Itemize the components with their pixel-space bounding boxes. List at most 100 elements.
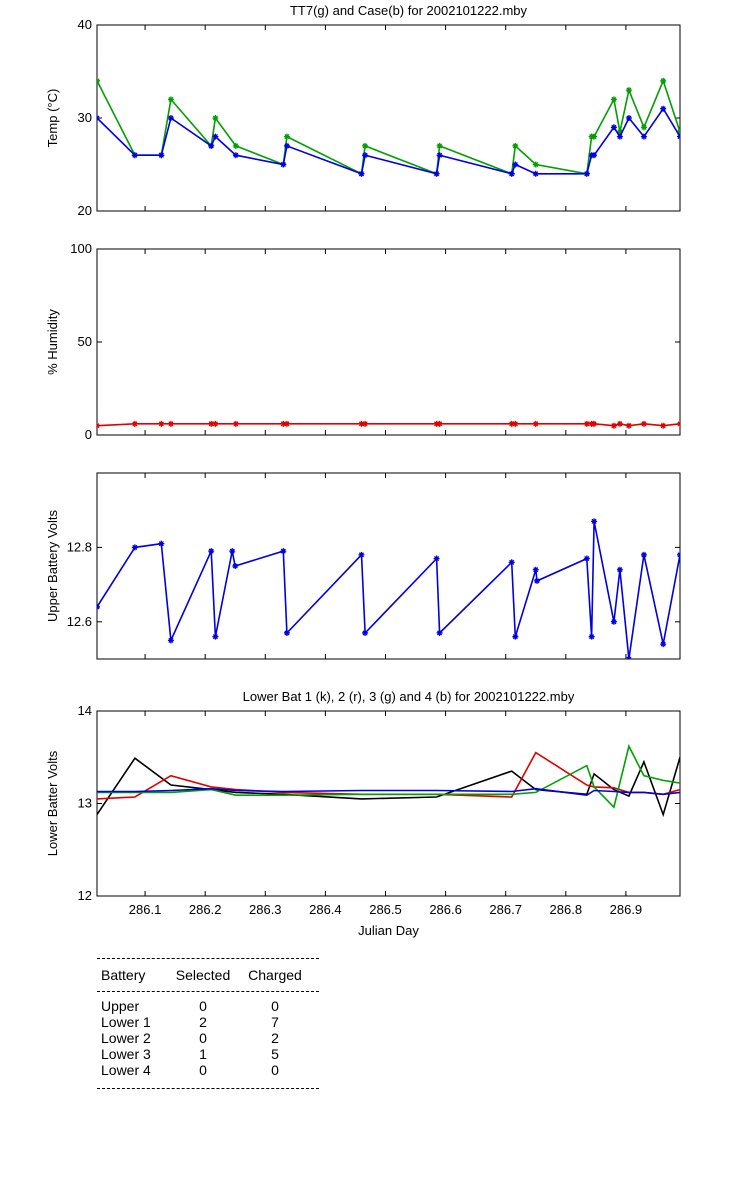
- data-point: [436, 420, 443, 427]
- y-tick-label: 0: [85, 427, 92, 442]
- data-point: [591, 518, 598, 525]
- data-point: [610, 422, 617, 429]
- data-point: [358, 420, 365, 427]
- data-point: [283, 420, 290, 427]
- data-point: [591, 133, 598, 140]
- data-point: [280, 420, 287, 427]
- data-point: [583, 555, 590, 562]
- data-point: [232, 152, 239, 159]
- selected-count: 0: [199, 998, 207, 1014]
- data-point: [280, 548, 287, 555]
- y-tick-label: 100: [70, 241, 92, 256]
- data-point: [625, 115, 632, 121]
- data-point: [232, 420, 239, 427]
- series-line-1: [97, 757, 680, 818]
- table-row: Lower 3 1 5: [97, 1046, 319, 1062]
- data-point: [131, 152, 138, 159]
- table-body: Upper 0 0 Lower 1 2 7 Lower 2 0 2 Lower …: [97, 998, 319, 1078]
- data-point: [616, 128, 623, 135]
- y-tick-label: 50: [78, 334, 92, 349]
- data-point: [358, 551, 365, 558]
- plot-frame: [96, 24, 681, 212]
- series-group: [97, 743, 680, 818]
- x-tick-label: 286.6: [429, 902, 462, 917]
- selected-count: 0: [199, 1030, 207, 1046]
- data-point: [512, 633, 519, 640]
- battery-table: Battery Selected Charged Upper 0 0 Lower…: [97, 958, 319, 1089]
- x-tick-label: 286.4: [309, 902, 342, 917]
- charged-count: 5: [271, 1046, 279, 1062]
- data-point: [533, 577, 540, 584]
- battery-name: Lower 2: [101, 1030, 151, 1046]
- x-tick-label: 286.7: [489, 902, 522, 917]
- data-point: [677, 551, 680, 558]
- battery-name: Lower 1: [101, 1014, 151, 1030]
- data-point: [640, 133, 647, 140]
- data-point: [512, 142, 519, 149]
- data-point: [508, 170, 515, 177]
- data-point: [532, 170, 539, 177]
- data-point: [588, 633, 595, 640]
- data-point: [436, 629, 443, 636]
- y-tick-label: 20: [78, 203, 92, 218]
- data-point: [362, 152, 369, 159]
- y-axis-label: % Humidity: [45, 309, 60, 375]
- data-point: [229, 548, 236, 555]
- x-tick-label: 286.3: [249, 902, 282, 917]
- selected-count: 2: [199, 1014, 207, 1030]
- charged-count: 0: [271, 998, 279, 1014]
- y-tick-label: 12.6: [67, 614, 92, 629]
- battery-name: Lower 4: [101, 1062, 151, 1078]
- data-point: [616, 420, 623, 427]
- data-point: [167, 96, 174, 103]
- y-tick-label: 30: [78, 110, 92, 125]
- data-point: [660, 77, 667, 84]
- data-point: [362, 629, 369, 636]
- y-axis-label: Upper Battery Volts: [45, 510, 60, 622]
- data-point: [508, 559, 515, 566]
- table-row: Lower 4 0 0: [97, 1062, 319, 1078]
- charged-count: 7: [271, 1014, 279, 1030]
- data-point: [158, 540, 165, 547]
- data-point: [208, 548, 215, 555]
- header-selected: Selected: [175, 967, 231, 983]
- data-point: [167, 420, 174, 427]
- data-point: [436, 142, 443, 149]
- data-point: [436, 152, 443, 159]
- header-charged: Charged: [248, 967, 302, 983]
- selected-count: 1: [199, 1046, 207, 1062]
- data-point: [660, 641, 667, 648]
- battery-name: Upper: [101, 998, 140, 1014]
- data-point: [625, 87, 632, 94]
- data-point: [512, 420, 519, 427]
- data-point: [167, 115, 174, 121]
- data-point: [362, 420, 369, 427]
- data-point: [283, 133, 290, 140]
- chart-panel-1: 20 30 40 TT7(g) and Case(b) for 2002101222.…: [45, 3, 681, 218]
- table-row: Upper 0 0: [97, 998, 319, 1014]
- data-point: [660, 422, 667, 429]
- data-point: [131, 420, 138, 427]
- data-point: [212, 420, 219, 427]
- header-battery: Battery: [101, 967, 146, 983]
- data-point: [167, 637, 174, 644]
- data-point: [283, 142, 290, 149]
- data-point: [131, 544, 138, 551]
- plot-frame: [96, 248, 681, 436]
- data-point: [232, 142, 239, 149]
- y-tick-label: 12.8: [67, 539, 92, 554]
- data-point: [532, 420, 539, 427]
- x-tick-label: 286.2: [189, 902, 222, 917]
- data-point: [208, 420, 215, 427]
- data-point: [433, 420, 440, 427]
- selected-count: 0: [199, 1062, 207, 1078]
- data-point: [583, 420, 590, 427]
- y-tick-label: 40: [78, 17, 92, 32]
- data-point: [97, 603, 100, 610]
- x-tick-label: 286.1: [129, 902, 162, 917]
- table-row: Lower 2 0 2: [97, 1030, 319, 1046]
- data-point: [158, 420, 165, 427]
- data-point: [212, 133, 219, 140]
- x-tick-label: 286.8: [550, 902, 583, 917]
